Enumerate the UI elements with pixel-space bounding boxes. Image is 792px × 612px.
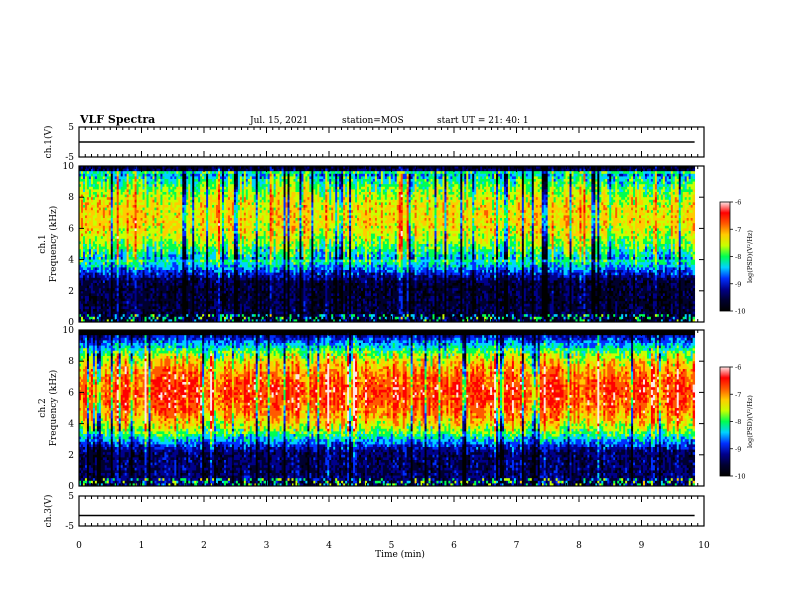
spectrogram-cell [693,171,695,174]
spectrogram-cell [693,192,695,195]
ch1-spectrogram-panel: -6-7-8-9-10log(PSD)(V²/Hz)0246810ch.1Fre… [38,162,754,328]
spectrogram-cell [693,169,695,172]
panels: 5-5ch.1(V)-6-7-8-9-10log(PSD)(V²/Hz)0246… [38,123,754,532]
ch1-voltage-ylabel: ch.1(V) [43,126,54,159]
spectrogram-cell [693,195,695,198]
spectrogram-cell [693,184,695,187]
ch1-spectrogram-cells [79,166,695,322]
spectrogram-cell [693,189,695,192]
station-label: station=MOS [342,116,404,126]
y-tick-label: 5 [68,123,74,133]
spectrogram-cell [693,187,695,190]
start-time-label: start UT = 21: 40: 1 [437,116,529,126]
spectrogram-cell [693,182,695,185]
spectrogram-cell [693,176,695,179]
spectrogram-cell [693,174,695,177]
date-label: Jul. 15, 2021 [249,116,308,126]
ch1-voltage-panel: 5-5ch.1(V) [43,123,704,163]
spectrogram-cell [693,179,695,182]
figure-title: VLF Spectra [79,113,155,126]
